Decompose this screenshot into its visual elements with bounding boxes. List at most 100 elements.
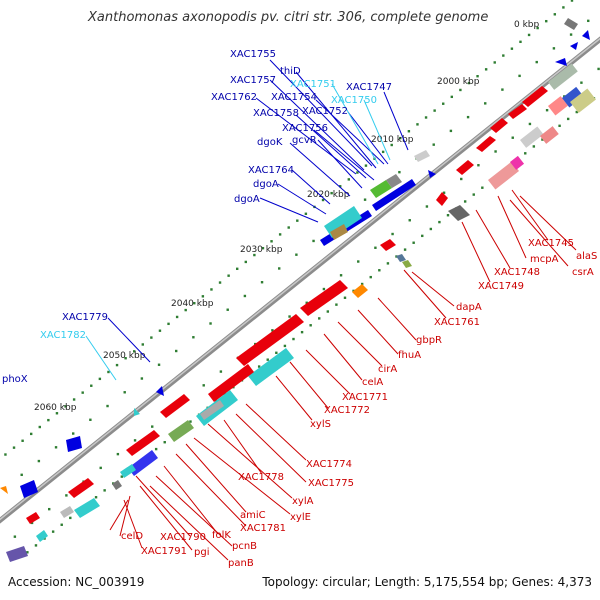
gene-label: gcvR [292, 135, 317, 146]
gene-label: xylS [310, 419, 331, 430]
gene-label: XAC1745 [528, 238, 574, 249]
gene-label: thiD [280, 66, 301, 77]
tick-dot [597, 67, 600, 71]
gene-label: XAC1764 [248, 165, 294, 176]
tick-dot [98, 377, 102, 381]
tick-dot [477, 164, 480, 167]
gene-label: celA [362, 377, 383, 388]
tick-dot [407, 130, 411, 133]
gene-label: XAC1782 [40, 330, 86, 341]
genome-title: Xanthomonas axonopodis pv. citri str. 30… [88, 10, 489, 25]
gene-label: dgoA [253, 179, 279, 190]
tick-dot [524, 152, 527, 155]
tick-dot [60, 523, 63, 526]
gene-label: dgoK [257, 137, 283, 148]
tick-dot [158, 329, 162, 332]
gene-label: dgoA [234, 194, 260, 205]
tick-dot [154, 447, 158, 451]
tick-dot [318, 317, 321, 320]
tick-dot [201, 295, 205, 298]
tick-dot [21, 439, 24, 442]
tick-dot [446, 214, 450, 217]
tick-dot [99, 466, 102, 470]
tick-dot [429, 227, 433, 231]
tick-dot [107, 370, 110, 374]
tick-dot [140, 377, 144, 380]
gene-label: XAC1771 [342, 392, 388, 403]
tick-dot [545, 19, 548, 23]
gene-label: XAC1790 [160, 532, 206, 543]
tick-dot [309, 324, 312, 327]
tick-dot [326, 310, 330, 313]
tick-dot [89, 418, 92, 421]
tick-dot [210, 288, 213, 291]
tick-dot [55, 412, 59, 415]
gene-label: folK [212, 530, 231, 541]
tick-dot [151, 425, 154, 428]
gene-label: XAC1774 [306, 459, 352, 470]
gene-label: XAC1750 [331, 95, 377, 106]
tick-dot [30, 521, 34, 525]
tick-dot [157, 363, 161, 366]
tick-dot [288, 315, 291, 318]
tick-dot [64, 405, 67, 408]
tick-dot [518, 74, 521, 78]
tick-dot [26, 551, 29, 554]
tick-dot [115, 363, 119, 367]
tick-dot [381, 150, 385, 154]
tick-dot [442, 191, 446, 194]
gene-label: XAC1758 [253, 108, 299, 119]
tick-dot [189, 420, 192, 423]
tick-dot [412, 241, 415, 244]
tick-dot [218, 281, 222, 284]
tick-dot [257, 365, 261, 368]
gene-label: XAC1781 [240, 523, 286, 534]
accession-text: Accession: NC_003919 [8, 575, 145, 589]
gene-label: dapA [456, 302, 482, 313]
tick-dot [363, 198, 367, 201]
tick-label: 2050 kbp [103, 351, 146, 361]
tick-dot [553, 13, 557, 16]
tick-dot [193, 301, 196, 305]
tick-dot [528, 122, 532, 126]
tick-dot [163, 441, 166, 444]
tick-dot [29, 432, 33, 436]
tick-dot [266, 358, 269, 361]
gene-label: panB [228, 558, 254, 569]
tick-dot [124, 357, 127, 360]
tick-dot [587, 19, 590, 23]
tick-dot [94, 496, 98, 499]
tick-dot [369, 275, 372, 279]
gene-label: XAC1755 [230, 49, 276, 60]
tick-dot [532, 145, 536, 148]
tick-dot [300, 330, 304, 334]
tick-dot [47, 418, 50, 422]
tick-dot [481, 186, 484, 189]
gene-label: XAC1775 [308, 478, 354, 489]
topology-summary: Topology: circular; Length: 5,175,554 bp… [262, 575, 592, 589]
tick-dot [570, 0, 574, 2]
tick-dot [575, 110, 578, 114]
tick-dot [141, 343, 144, 346]
tick-dot [192, 336, 195, 339]
tick-dot [484, 102, 487, 105]
tick-dot [209, 322, 212, 325]
tick-dot [403, 248, 407, 251]
tick-dot [356, 171, 359, 174]
tick-dot [416, 123, 419, 126]
tick-dot [484, 68, 488, 71]
tick-dot [244, 260, 247, 264]
tick-label: 2060 kbp [34, 403, 77, 413]
tick-dot [219, 370, 223, 373]
tick-dot [123, 391, 126, 394]
tick-dot [236, 267, 239, 271]
tick-dot [120, 475, 124, 478]
gene-label: pgi [194, 547, 209, 558]
tick-dot [54, 446, 58, 449]
tick-dot [278, 267, 281, 270]
tick-dot [450, 95, 454, 99]
tick-dot [72, 432, 75, 435]
tick-dot [260, 281, 264, 284]
tick-dot [175, 315, 179, 319]
